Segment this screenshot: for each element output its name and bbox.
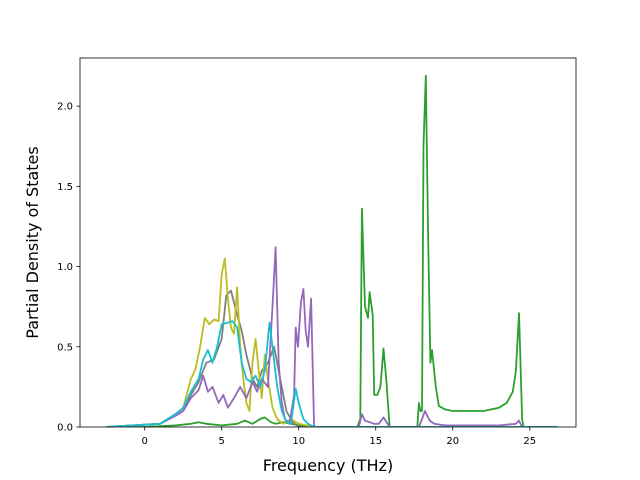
series-line-5	[106, 320, 558, 427]
series-line-3	[106, 257, 558, 427]
y-axis-label: Partial Density of States	[23, 146, 42, 338]
y-tick-label: 1.0	[57, 262, 73, 273]
x-axis-label: Frequency (THz)	[263, 456, 393, 475]
x-tick-label: 10	[292, 436, 305, 447]
series-line-1	[106, 74, 558, 427]
ticks-layer: 0 5 10 15 20 25 0.0 0.5 1.0 1.5 2.0	[57, 102, 536, 447]
x-tick-label: 15	[369, 436, 382, 447]
series-line-4	[106, 246, 558, 427]
plot-frame	[79, 57, 577, 428]
y-tick-label: 1.5	[57, 182, 73, 193]
y-tick-label: 0.5	[57, 342, 73, 353]
x-tick-label: 5	[219, 436, 225, 447]
x-tick-label: 20	[446, 436, 459, 447]
x-tick-label: 0	[142, 436, 148, 447]
x-tick-label: 25	[523, 436, 536, 447]
y-tick-label: 0.0	[57, 423, 73, 434]
y-tick-label: 2.0	[57, 102, 73, 113]
series-line-2	[106, 289, 558, 427]
series-layer	[106, 74, 558, 427]
